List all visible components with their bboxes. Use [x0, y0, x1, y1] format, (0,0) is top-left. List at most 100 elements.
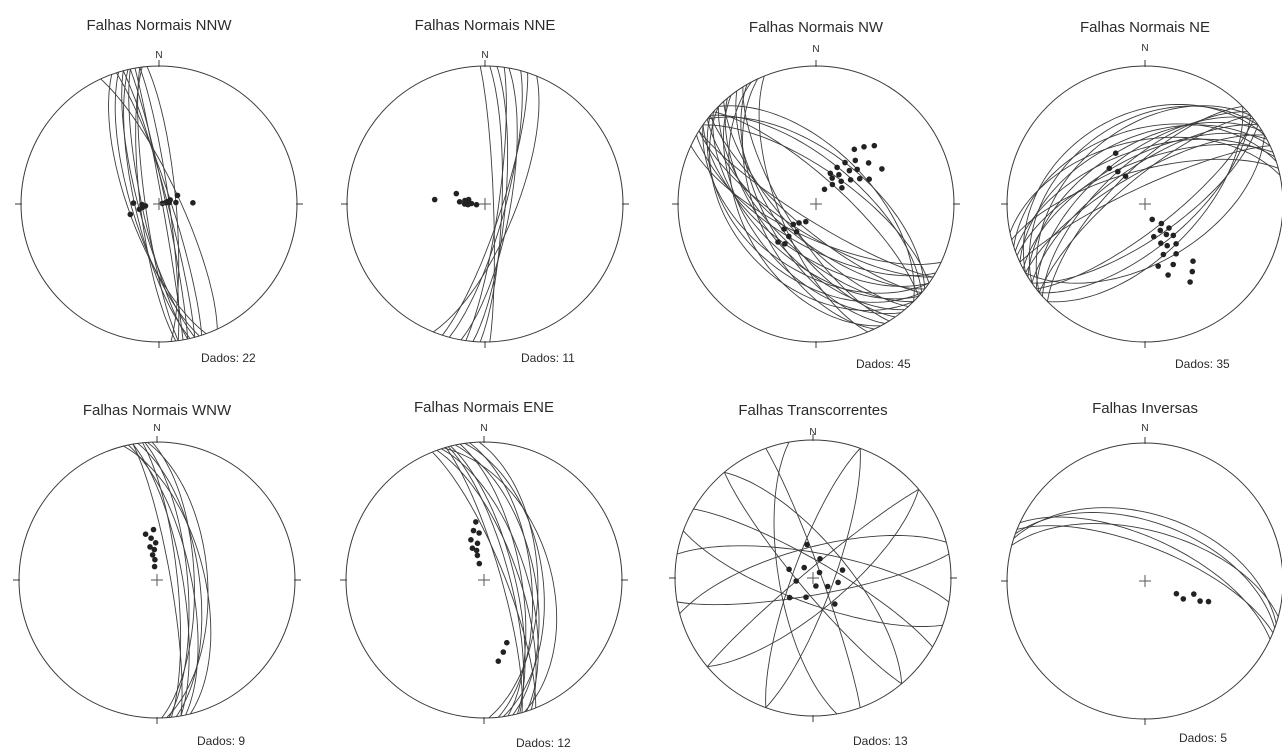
great-circle	[431, 451, 537, 708]
great-circle	[1022, 132, 1267, 269]
pole-point	[473, 519, 479, 525]
pole-point	[1115, 168, 1121, 175]
pole-point	[1163, 231, 1170, 238]
pole-point	[150, 526, 157, 533]
great-circle	[724, 471, 903, 684]
pole-point	[803, 594, 809, 600]
pole-point	[803, 218, 809, 225]
poles	[1173, 590, 1212, 605]
great-circle	[1016, 525, 1274, 633]
pole-point	[1191, 591, 1197, 597]
pole-point	[804, 541, 810, 548]
pole-point	[821, 186, 828, 193]
pole-point	[147, 544, 153, 550]
great-circle	[1011, 523, 1279, 617]
pole-point	[816, 569, 823, 576]
pole-point	[1180, 596, 1187, 602]
pole-point	[468, 537, 474, 543]
great-circle	[693, 508, 933, 648]
stereonet-panel-8: Falhas Inversas N Dados: 5	[1001, 400, 1282, 745]
pole-point	[865, 160, 872, 166]
panel-title: Falhas Transcorrentes	[738, 402, 887, 419]
great-circle	[123, 69, 191, 339]
great-circle	[142, 442, 182, 718]
pole-point	[832, 601, 838, 607]
pole-point	[1122, 173, 1129, 179]
great-circle	[144, 442, 190, 718]
pole-point	[1173, 241, 1179, 247]
pole-point	[861, 144, 867, 150]
pole-point	[127, 211, 134, 218]
pole-point	[1164, 242, 1170, 249]
pole-point	[854, 166, 860, 173]
pole-point	[834, 164, 840, 171]
great-circle	[1014, 138, 1275, 252]
great-circle	[682, 530, 943, 627]
pole-point	[1189, 268, 1196, 275]
great-circle	[1011, 158, 1279, 240]
north-label: N	[1141, 43, 1148, 54]
pole-point	[130, 200, 137, 206]
great-circle	[1015, 512, 1276, 629]
great-circle	[742, 78, 875, 330]
great-circle	[442, 72, 529, 336]
pole-point	[839, 567, 846, 573]
pole-point	[1170, 261, 1176, 268]
pole-point	[790, 221, 797, 228]
great-circle	[479, 65, 503, 343]
data-count-label: Dados: 5	[1179, 731, 1227, 745]
great-circle	[723, 101, 909, 308]
data-count-label: Dados: 45	[856, 357, 911, 371]
great-circle	[1047, 106, 1244, 303]
great-circle	[460, 67, 518, 341]
pole-point	[149, 552, 156, 558]
pole-point	[1170, 232, 1177, 239]
great-circles	[123, 441, 212, 719]
great-circle	[1025, 134, 1265, 274]
great-circle	[698, 130, 933, 278]
north-label: N	[155, 50, 162, 61]
pole-point	[1157, 227, 1164, 234]
great-circle	[465, 67, 507, 341]
pole-point	[827, 170, 834, 177]
great-circle	[450, 445, 526, 715]
great-circle	[690, 145, 942, 265]
great-circle	[469, 442, 533, 718]
pole-point	[1158, 240, 1164, 246]
great-circle	[676, 545, 950, 603]
pole-point	[1187, 279, 1193, 285]
pole-point	[173, 199, 179, 206]
pole-point	[473, 201, 480, 208]
panel-title: Falhas Inversas	[1092, 400, 1198, 417]
pole-point	[152, 556, 158, 563]
great-circles	[676, 441, 950, 715]
pole-point	[504, 639, 510, 646]
great-circle	[717, 106, 914, 303]
pole-point	[1197, 598, 1203, 604]
pole-point	[1155, 263, 1161, 269]
poles	[127, 192, 196, 218]
poles	[786, 541, 846, 607]
great-circle	[443, 447, 558, 713]
pole-point	[824, 583, 831, 590]
great-circle	[677, 553, 950, 606]
pole-point	[782, 241, 788, 247]
stereonet-panel-7: Falhas Transcorrentes N Dados: 13	[669, 402, 957, 748]
great-circle	[1019, 145, 1271, 263]
great-circle	[459, 443, 527, 717]
data-count-label: Dados: 9	[197, 734, 245, 748]
poles	[142, 526, 159, 570]
north-label: N	[1141, 423, 1148, 434]
poles	[1106, 150, 1196, 285]
north-label: N	[153, 423, 160, 434]
great-circle	[1031, 124, 1259, 284]
pole-point	[801, 564, 807, 571]
stereonet-panel-5: Falhas Normais WNW N Dados: 9	[13, 402, 301, 748]
pole-point	[835, 579, 841, 586]
pole-point	[453, 190, 460, 197]
great-circle	[445, 447, 523, 713]
poles	[468, 519, 510, 664]
great-circle	[478, 441, 539, 719]
stereonet-panel-6: Falhas Normais ENE N Dados: 12	[340, 399, 628, 750]
